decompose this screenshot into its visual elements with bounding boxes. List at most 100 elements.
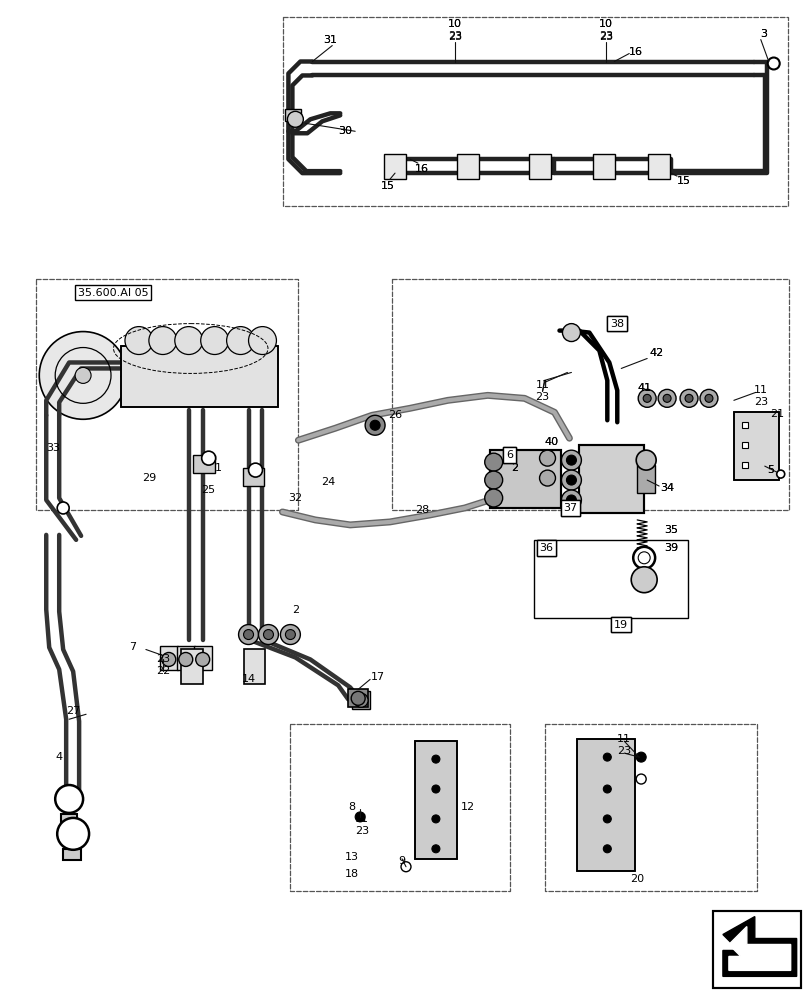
Circle shape <box>603 785 611 793</box>
Text: 23: 23 <box>354 826 369 836</box>
Text: 31: 31 <box>323 35 337 45</box>
Bar <box>712 911 800 988</box>
Bar <box>712 911 800 988</box>
Bar <box>384 154 406 179</box>
Circle shape <box>161 652 175 666</box>
Circle shape <box>431 845 440 853</box>
Text: 40: 40 <box>543 437 558 447</box>
Circle shape <box>603 845 611 853</box>
Bar <box>489 450 560 508</box>
Circle shape <box>226 327 254 354</box>
Text: 31: 31 <box>323 35 337 45</box>
Text: 13: 13 <box>345 852 358 862</box>
Circle shape <box>57 502 69 514</box>
Bar <box>533 540 687 618</box>
Circle shape <box>350 691 365 705</box>
Text: 19: 19 <box>613 620 628 630</box>
Bar <box>348 689 367 707</box>
Circle shape <box>57 818 89 850</box>
Text: 2: 2 <box>510 463 517 473</box>
Text: 24: 24 <box>320 477 335 487</box>
Text: 2: 2 <box>510 463 517 473</box>
Text: 18: 18 <box>345 869 358 879</box>
Bar <box>577 739 634 871</box>
Text: 41: 41 <box>637 383 650 393</box>
Circle shape <box>663 394 670 402</box>
Text: 17: 17 <box>371 672 384 682</box>
Circle shape <box>633 547 654 569</box>
Circle shape <box>658 389 676 407</box>
Circle shape <box>431 755 440 763</box>
Text: 23: 23 <box>447 31 461 41</box>
Circle shape <box>637 389 655 407</box>
Bar <box>637 465 654 493</box>
Circle shape <box>630 567 656 593</box>
Bar <box>177 646 195 670</box>
Text: 33: 33 <box>46 443 60 453</box>
Circle shape <box>201 451 216 465</box>
Text: 6: 6 <box>505 450 513 460</box>
Circle shape <box>767 58 779 69</box>
Text: 11: 11 <box>753 385 767 395</box>
Text: 12: 12 <box>460 802 474 812</box>
Text: 4: 4 <box>56 752 62 762</box>
Bar <box>733 412 778 480</box>
Text: 23: 23 <box>599 32 612 42</box>
Text: 42: 42 <box>648 348 663 358</box>
Circle shape <box>148 327 177 354</box>
Circle shape <box>680 389 697 407</box>
Circle shape <box>125 327 152 354</box>
Text: 15: 15 <box>676 176 690 186</box>
Bar <box>63 849 81 860</box>
Circle shape <box>263 630 273 640</box>
Text: 23: 23 <box>753 397 767 407</box>
Circle shape <box>636 774 646 784</box>
Text: 28: 28 <box>414 505 428 515</box>
Text: 19: 19 <box>613 620 628 630</box>
Circle shape <box>75 367 91 383</box>
Circle shape <box>370 420 380 430</box>
Circle shape <box>636 752 646 762</box>
Bar <box>733 412 778 480</box>
Circle shape <box>354 693 367 707</box>
Bar <box>414 741 457 859</box>
Text: 32: 32 <box>288 493 302 503</box>
Bar <box>121 346 278 407</box>
Bar <box>160 646 178 670</box>
Text: 15: 15 <box>676 176 690 186</box>
Text: 8: 8 <box>348 802 355 812</box>
Circle shape <box>431 815 440 823</box>
Bar <box>647 154 669 179</box>
Circle shape <box>566 455 576 465</box>
Text: 15: 15 <box>380 181 395 191</box>
Circle shape <box>401 862 410 872</box>
Text: 10: 10 <box>599 19 612 29</box>
Text: 23: 23 <box>616 746 630 756</box>
Circle shape <box>365 415 384 435</box>
Text: 36: 36 <box>539 543 553 553</box>
Text: 36: 36 <box>539 543 553 553</box>
Text: 1: 1 <box>215 463 222 473</box>
Text: 16: 16 <box>414 164 428 174</box>
Text: 25: 25 <box>201 485 216 495</box>
Circle shape <box>636 450 655 470</box>
Circle shape <box>484 489 502 507</box>
Text: 29: 29 <box>142 473 156 483</box>
Circle shape <box>55 785 83 813</box>
Text: 35: 35 <box>663 525 677 535</box>
Polygon shape <box>728 927 790 970</box>
Circle shape <box>562 324 580 342</box>
Text: 21: 21 <box>769 409 783 419</box>
Circle shape <box>431 785 440 793</box>
Circle shape <box>39 332 127 419</box>
Text: 11: 11 <box>354 814 369 824</box>
Circle shape <box>637 552 650 564</box>
Bar <box>579 445 643 513</box>
Circle shape <box>566 475 576 485</box>
Circle shape <box>285 630 295 640</box>
Circle shape <box>195 652 209 666</box>
Text: 16: 16 <box>629 47 642 57</box>
Circle shape <box>484 471 502 489</box>
Text: 10: 10 <box>599 19 612 29</box>
Bar <box>414 741 457 859</box>
